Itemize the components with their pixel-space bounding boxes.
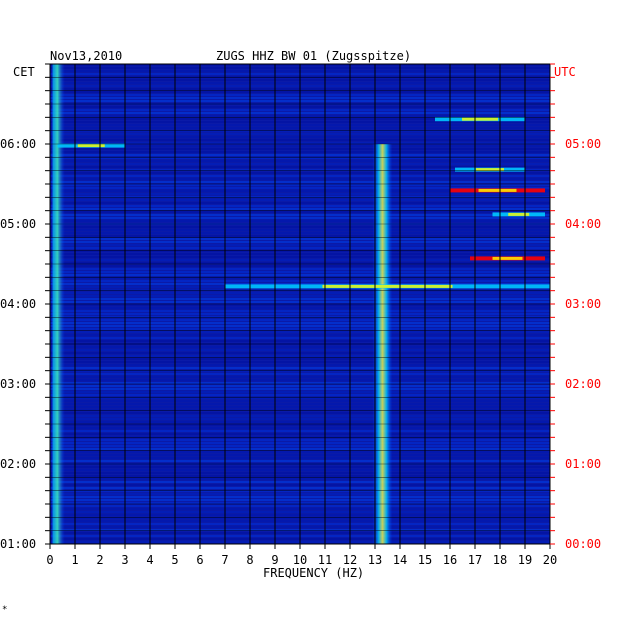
x-tick-label: 9 xyxy=(271,553,279,567)
x-tick-label: 13 xyxy=(367,553,383,567)
cet-tick-label: 05:00 xyxy=(0,217,37,231)
x-tick-label: 10 xyxy=(292,553,308,567)
spectral-line-core xyxy=(508,212,530,216)
cet-tick-label: 06:00 xyxy=(0,137,37,151)
utc-tick-label: 02:00 xyxy=(565,377,602,391)
cet-tick-label: 02:00 xyxy=(0,457,37,471)
spectral-line-core xyxy=(322,284,453,288)
axis-ticks xyxy=(45,63,555,549)
x-tick-label: 16 xyxy=(442,553,458,567)
x-axis-label: FREQUENCY (HZ) xyxy=(263,566,365,580)
footer-mark: * xyxy=(2,605,8,615)
x-tick-label: 8 xyxy=(246,553,254,567)
x-tick-label: 17 xyxy=(467,553,483,567)
spectral-line-core xyxy=(492,256,523,260)
x-tick-label: 3 xyxy=(121,553,129,567)
x-tick-label: 20 xyxy=(542,553,558,567)
utc-tick-label: 00:00 xyxy=(565,537,602,551)
grid-lines xyxy=(50,63,550,545)
utc-tick-label: 01:00 xyxy=(565,457,602,471)
x-tick-label: 1 xyxy=(71,553,79,567)
utc-tick-label: 05:00 xyxy=(565,137,602,151)
cet-axis-label: CET xyxy=(13,65,35,79)
spectral-line-core xyxy=(478,188,517,192)
utc-tick-label: 03:00 xyxy=(565,297,602,311)
x-tick-label: 6 xyxy=(196,553,204,567)
x-tick-label: 15 xyxy=(417,553,433,567)
x-tick-label: 14 xyxy=(392,553,408,567)
x-tick-label: 11 xyxy=(317,553,333,567)
x-tick-label: 2 xyxy=(96,553,104,567)
x-tick-label: 0 xyxy=(46,553,54,567)
spectral-line-core xyxy=(476,168,504,172)
x-tick-label: 19 xyxy=(517,553,533,567)
utc-tick-label: 04:00 xyxy=(565,217,602,231)
x-tick-label: 18 xyxy=(492,553,508,567)
cet-tick-label: 03:00 xyxy=(0,377,37,391)
spectral-line-core xyxy=(462,117,498,121)
date-label: Nov13,2010 xyxy=(50,49,123,63)
x-tick-label: 5 xyxy=(171,553,179,567)
x-tick-label: 12 xyxy=(342,553,358,567)
x-tick-label: 7 xyxy=(221,553,229,567)
utc-axis-label: UTC xyxy=(554,65,576,79)
cet-tick-label: 01:00 xyxy=(0,537,37,551)
cet-tick-label: 04:00 xyxy=(0,297,37,311)
chart-title: ZUGS HHZ BW 01 (Zugsspitze) xyxy=(216,49,412,63)
spectral-line-core xyxy=(77,144,105,148)
x-tick-label: 4 xyxy=(146,553,154,567)
